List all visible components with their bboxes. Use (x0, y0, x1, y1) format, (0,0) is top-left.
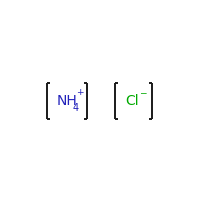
Text: 4: 4 (73, 103, 79, 113)
Text: Cl: Cl (125, 94, 139, 108)
Text: −: − (139, 88, 146, 97)
Text: +: + (76, 88, 84, 97)
Text: NH: NH (57, 94, 78, 108)
